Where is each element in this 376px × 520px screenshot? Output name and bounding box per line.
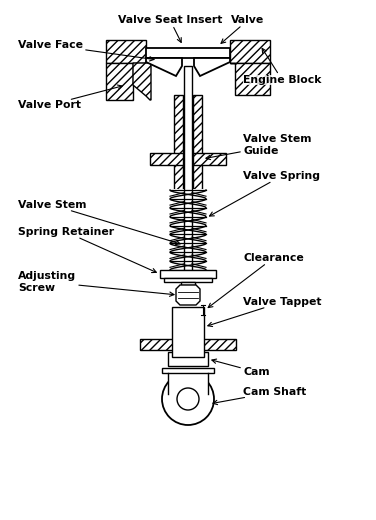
Bar — [172, 307, 204, 357]
Text: Engine Block: Engine Block — [243, 48, 321, 85]
Bar — [162, 368, 214, 373]
Bar — [169, 189, 207, 271]
Text: Valve Stem
Guide: Valve Stem Guide — [206, 134, 311, 160]
Bar — [160, 270, 216, 278]
Polygon shape — [176, 285, 200, 305]
Text: Clearance: Clearance — [208, 253, 304, 307]
Polygon shape — [230, 63, 270, 95]
Polygon shape — [106, 40, 146, 63]
Text: Valve Spring: Valve Spring — [209, 171, 320, 216]
Text: Valve Port: Valve Port — [18, 85, 122, 110]
Bar — [164, 278, 212, 282]
Bar — [181, 282, 195, 285]
Text: Adjusting
Screw: Adjusting Screw — [18, 271, 174, 296]
Text: Valve Face: Valve Face — [18, 40, 154, 61]
Text: Cam: Cam — [212, 359, 270, 377]
Bar — [140, 339, 236, 350]
Text: Valve: Valve — [221, 15, 265, 43]
Text: Cam Shaft: Cam Shaft — [213, 387, 306, 405]
Polygon shape — [194, 58, 230, 76]
Polygon shape — [230, 40, 270, 63]
Polygon shape — [146, 58, 182, 76]
Text: Valve Stem: Valve Stem — [18, 200, 180, 244]
Text: Spring Retainer: Spring Retainer — [18, 227, 156, 272]
Text: Valve Seat Insert: Valve Seat Insert — [118, 15, 222, 43]
Bar — [168, 352, 208, 366]
Bar — [193, 95, 202, 190]
Bar — [168, 373, 208, 399]
Bar — [146, 48, 230, 58]
Bar — [193, 153, 226, 165]
Polygon shape — [133, 63, 151, 100]
Bar — [184, 66, 192, 302]
Text: Valve Tappet: Valve Tappet — [208, 297, 321, 327]
Circle shape — [162, 373, 214, 425]
Polygon shape — [106, 63, 133, 100]
Bar — [150, 153, 183, 165]
Circle shape — [177, 388, 199, 410]
Bar — [174, 95, 183, 190]
